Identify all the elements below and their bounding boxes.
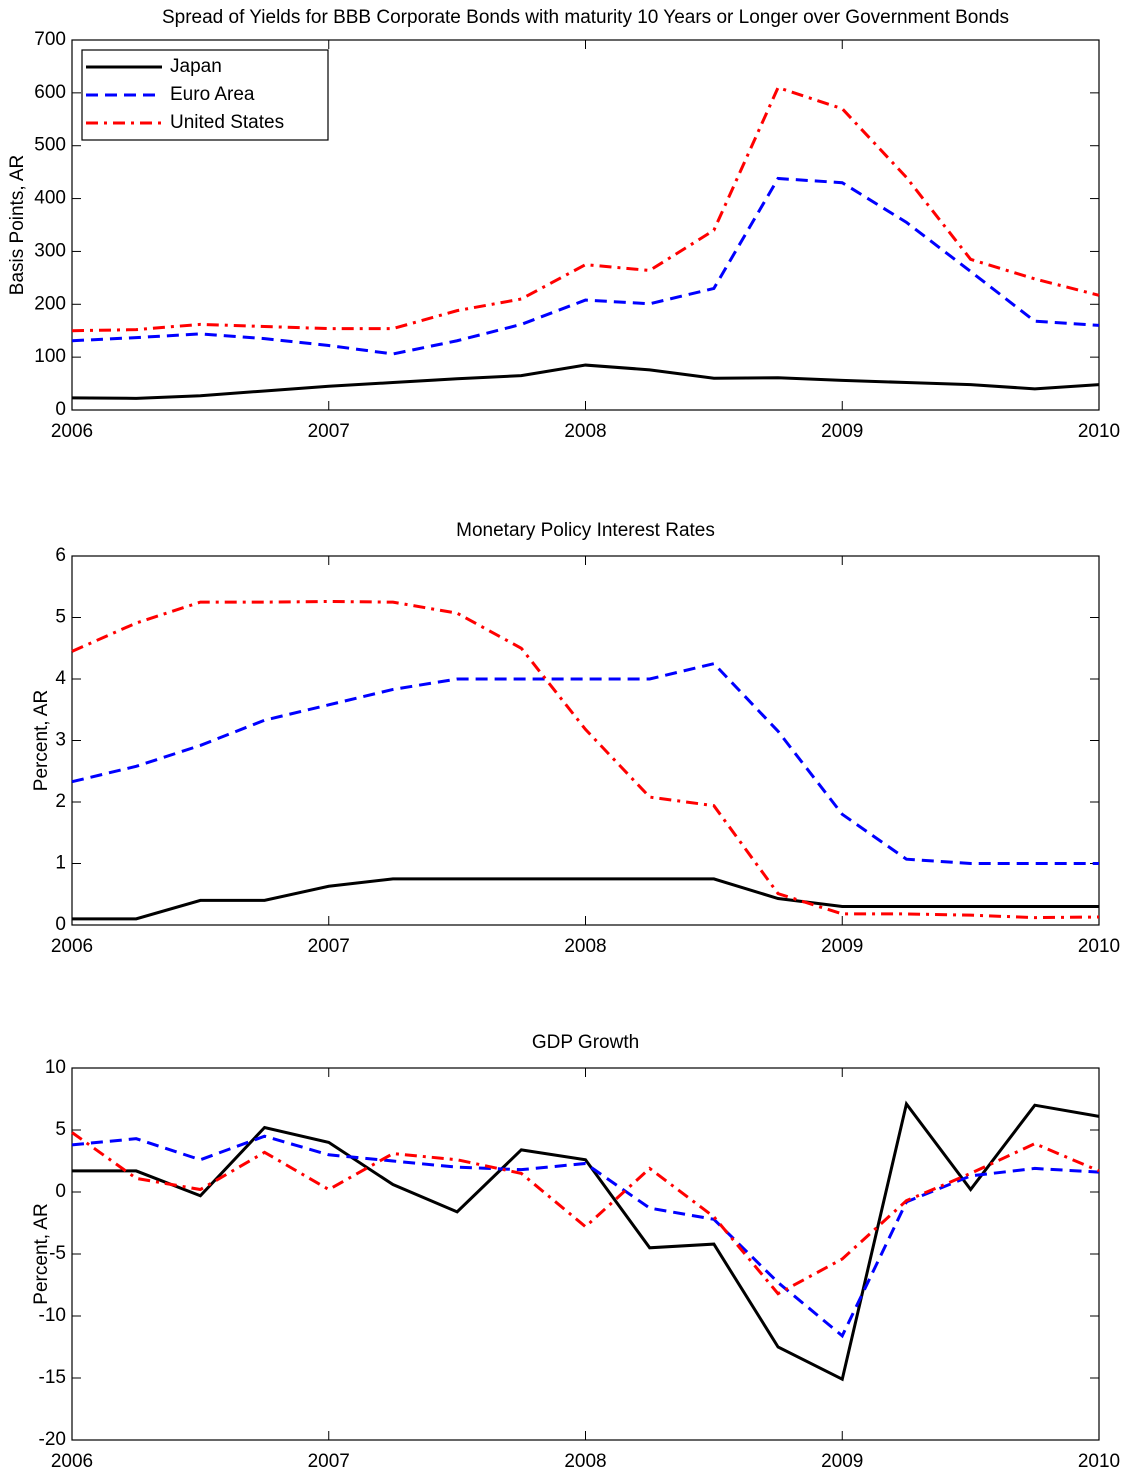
y-tick-label: 200 [34,293,66,314]
legend: Japan Euro Area United States [81,49,329,141]
y-tick-label: 5 [55,607,66,628]
plot-area [71,1067,1100,1441]
legend-label: Euro Area [170,84,255,105]
y-tick-label: 400 [34,188,66,209]
y-tick-label: -20 [39,1429,66,1450]
x-tick-label: 2008 [564,936,606,957]
y-tick-label: -10 [39,1305,66,1326]
data-line [71,1134,1100,1339]
y-tick-label: 2 [55,791,66,812]
data-line [72,1100,1100,1382]
data-line [72,877,1099,921]
y-tick-label: -15 [39,1367,66,1388]
y-tick-label: 10 [45,1057,66,1078]
legend-label: United States [170,112,284,133]
x-tick-label: 2009 [821,936,863,957]
chart-title: Monetary Policy Interest Rates [456,520,715,541]
x-tick-label: 2010 [1078,1451,1120,1472]
y-tick-label: 1 [55,853,66,874]
y-tick-label: 100 [34,346,66,367]
x-tick-label: 2006 [51,936,93,957]
x-tick-label: 2006 [51,1451,93,1472]
data-line [71,661,1099,865]
y-tick-label: 500 [34,135,66,156]
y-tick-label: -5 [49,1243,66,1264]
x-tick-label: 2010 [1078,936,1120,957]
y-tick-label: 0 [55,399,66,420]
y-axis-label: Basis Points, AR [7,155,28,295]
x-tick-label: 2009 [821,421,863,442]
x-tick-label: 2007 [308,421,350,442]
chart-title: GDP Growth [532,1032,639,1053]
plot-area [71,555,1100,926]
y-tick-label: 600 [34,82,66,103]
y-tick-label: 3 [55,730,66,751]
y-tick-label: 700 [34,29,66,50]
y-tick-label: 6 [55,545,66,566]
y-axis-label: Percent, AR [31,1203,52,1304]
x-tick-label: 2007 [308,936,350,957]
x-tick-label: 2006 [51,421,93,442]
y-tick-label: 0 [55,914,66,935]
data-line [71,176,1100,356]
y-tick-label: 300 [34,240,66,261]
y-tick-label: 0 [55,1181,66,1202]
x-tick-label: 2009 [821,1451,863,1472]
y-tick-label: 4 [55,668,66,689]
data-line [71,363,1100,400]
x-tick-label: 2008 [564,1451,606,1472]
chart-title: Spread of Yields for BBB Corporate Bonds… [162,7,1009,28]
data-line [71,85,1100,333]
data-line [71,1131,1100,1296]
data-line [71,600,1100,920]
y-axis-label: Percent, AR [31,690,52,791]
x-tick-label: 2010 [1078,421,1120,442]
legend-box [81,49,329,141]
x-tick-label: 2007 [308,1451,350,1472]
x-tick-label: 2008 [564,421,606,442]
y-tick-label: 5 [55,1119,66,1140]
legend-label: Japan [170,56,222,77]
